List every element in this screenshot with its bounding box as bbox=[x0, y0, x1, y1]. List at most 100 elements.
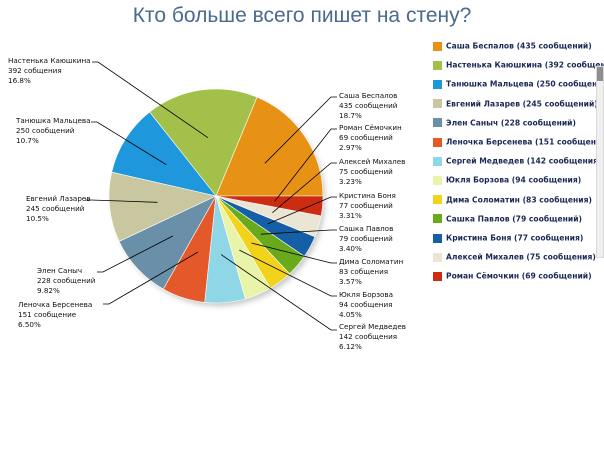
slice-label: Роман Сёмочкин 69 сообщений 2.97% bbox=[339, 123, 402, 153]
slice-label-percent: 2.97% bbox=[339, 143, 362, 152]
slice-label: Евгений Лазарев 245 сообщений 10.5% bbox=[26, 194, 91, 224]
legend-label: Танюшка Мальцева (250 сообщений) bbox=[446, 79, 604, 89]
legend-item[interactable]: Танюшка Мальцева (250 сообщений) bbox=[433, 79, 604, 91]
slice-label: Саша Беспалов 435 сообщений 18.7% bbox=[339, 91, 397, 121]
legend-label: Элен Саныч (228 сообщений) bbox=[446, 118, 576, 128]
legend-swatch bbox=[433, 60, 442, 70]
legend-item[interactable]: Юкля Борзова (94 сообщения) bbox=[433, 175, 581, 187]
leader-line bbox=[103, 251, 199, 305]
legend-item[interactable]: Евгений Лазарев (245 сообщений) bbox=[433, 99, 598, 111]
leader-line bbox=[272, 162, 337, 214]
legend-label: Роман Сёмочкин (69 сообщений) bbox=[446, 271, 592, 281]
legend-swatch bbox=[433, 175, 442, 185]
legend-swatch bbox=[433, 214, 442, 224]
legend-item[interactable]: Элен Саныч (228 сообщений) bbox=[433, 118, 576, 130]
legend-swatch bbox=[433, 79, 442, 89]
legend-label: Дима Соломатин (83 сообщения) bbox=[446, 195, 592, 205]
slice-label-count: 435 сообщений bbox=[339, 101, 398, 110]
slice-label-percent: 6.50% bbox=[18, 320, 41, 329]
legend-swatch bbox=[433, 99, 442, 109]
legend-label: Сашка Павлов (79 сообщений) bbox=[446, 214, 583, 224]
leader-line bbox=[85, 199, 158, 203]
legend-swatch bbox=[433, 252, 442, 262]
legend-item[interactable]: Кристина Боня (77 сообщения) bbox=[433, 233, 583, 245]
slice-label: Кристина Боня 77 сообщений 3.31% bbox=[339, 191, 396, 221]
slice-label-count: 94 сообщения bbox=[339, 300, 393, 309]
legend-item[interactable]: Сашка Павлов (79 сообщений) bbox=[433, 214, 582, 226]
slice-label-percent: 9.82% bbox=[37, 286, 60, 295]
legend-swatch bbox=[433, 118, 442, 128]
chart-title: Кто больше всего пишет на стену? bbox=[132, 4, 472, 27]
slice-label-name: Леночка Берсенева bbox=[18, 300, 93, 309]
legend-swatch bbox=[433, 195, 442, 205]
slice-label-count: 245 сообщений bbox=[26, 204, 85, 213]
leader-line bbox=[260, 229, 337, 235]
slice-label-count: 392 собщения bbox=[8, 66, 62, 75]
slice-label-count: 228 сообщений bbox=[37, 276, 96, 285]
legend-item[interactable]: Леночка Берсенева (151 сообщение) bbox=[433, 137, 604, 149]
slice-label-name: Сашка Павлов bbox=[339, 224, 394, 233]
slice-label-name: Сергей Медведев bbox=[339, 322, 407, 331]
pie-slice[interactable] bbox=[215, 195, 324, 217]
leader-line bbox=[251, 242, 337, 264]
pie-slice[interactable] bbox=[108, 171, 217, 242]
leader-line bbox=[264, 96, 337, 164]
slice-label-count: 79 сообщений bbox=[339, 234, 393, 243]
legend-scrollbar[interactable] bbox=[596, 66, 604, 258]
slice-label-percent: 3.31% bbox=[339, 211, 362, 220]
legend-label: Сергей Медведев (142 сообщения) bbox=[446, 156, 602, 166]
slice-label: Леночка Берсенева 151 сообщение 6.50% bbox=[18, 300, 92, 330]
leader-line bbox=[92, 61, 209, 139]
slice-label-percent: 4.05% bbox=[339, 310, 362, 319]
slice-label-percent: 3.57% bbox=[339, 277, 362, 286]
legend-label: Юкля Борзова (94 сообщения) bbox=[446, 175, 582, 185]
legend-item[interactable]: Алексей Михалев (75 сообщения) bbox=[433, 252, 596, 264]
legend-swatch bbox=[433, 41, 442, 51]
slice-label-percent: 10.5% bbox=[26, 214, 49, 223]
slice-label-count: 69 сообщений bbox=[339, 133, 393, 142]
legend-swatch bbox=[433, 156, 442, 166]
slice-label-percent: 3.23% bbox=[339, 177, 362, 186]
slice-label: Танюшка Мальцева 250 сообщений 10.7% bbox=[16, 116, 91, 146]
slice-label-count: 151 сообщение bbox=[18, 310, 77, 319]
slice-label: Настенька Каюшкина 392 собщения 16.8% bbox=[8, 56, 91, 86]
pie-slice[interactable] bbox=[215, 96, 324, 197]
legend-label: Настенька Каюшкина (392 сообщения) bbox=[446, 60, 604, 70]
leader-line bbox=[97, 235, 173, 273]
slice-label-count: 250 сообщений bbox=[16, 126, 75, 135]
slice-label-name: Юкля Борзова bbox=[339, 290, 394, 299]
slice-label-name: Танюшка Мальцева bbox=[16, 116, 91, 125]
legend-label: Алексей Михалев (75 сообщения) bbox=[446, 252, 596, 262]
legend-item[interactable]: Дима Соломатин (83 сообщения) bbox=[433, 195, 592, 207]
slice-label-count: 77 сообщений bbox=[339, 201, 393, 210]
slice-label-name: Алексей Михалев bbox=[339, 157, 406, 166]
legend-swatch bbox=[433, 233, 442, 243]
legend-swatch bbox=[433, 271, 442, 281]
slice-label-name: Дима Соломатин bbox=[339, 257, 404, 266]
legend-label: Кристина Боня (77 сообщения) bbox=[446, 233, 584, 243]
slice-label-name: Кристина Боня bbox=[339, 191, 396, 200]
slice-label: Сашка Павлов 79 сообщений 3.40% bbox=[339, 224, 393, 254]
slice-label: Элен Саныч 228 сообщений 9.82% bbox=[37, 266, 95, 296]
slice-label: Дима Соломатин 83 собщения 3.57% bbox=[339, 257, 403, 287]
leader-line bbox=[274, 128, 337, 202]
pie-slice[interactable] bbox=[111, 111, 217, 197]
slice-label-count: 83 собщения bbox=[339, 267, 389, 276]
slice-label-name: Евгений Лазарев bbox=[26, 194, 91, 203]
slice-label-count: 142 сообщения bbox=[339, 332, 398, 341]
slice-label-percent: 6.12% bbox=[339, 342, 362, 351]
legend-item[interactable]: Сергей Медведев (142 сообщения) bbox=[433, 156, 601, 168]
leader-line bbox=[91, 121, 167, 165]
legend-swatch bbox=[433, 137, 442, 147]
legend-item[interactable]: Роман Сёмочкин (69 сообщений) bbox=[433, 271, 592, 283]
slice-label: Юкля Борзова 94 сообщения 4.05% bbox=[339, 290, 393, 320]
legend-scroll-thumb[interactable] bbox=[597, 67, 603, 81]
legend-item[interactable]: Настенька Каюшкина (392 сообщения) bbox=[433, 60, 604, 72]
legend-item[interactable]: Саша Беспалов (435 сообщений) bbox=[433, 41, 592, 53]
slice-label: Алексей Михалев 75 сообщений 3.23% bbox=[339, 157, 405, 187]
legend-label: Саша Беспалов (435 сообщений) bbox=[446, 41, 592, 51]
leader-line bbox=[267, 196, 337, 225]
slice-label-name: Роман Сёмочкин bbox=[339, 123, 402, 132]
legend-label: Евгений Лазарев (245 сообщений) bbox=[446, 99, 598, 109]
